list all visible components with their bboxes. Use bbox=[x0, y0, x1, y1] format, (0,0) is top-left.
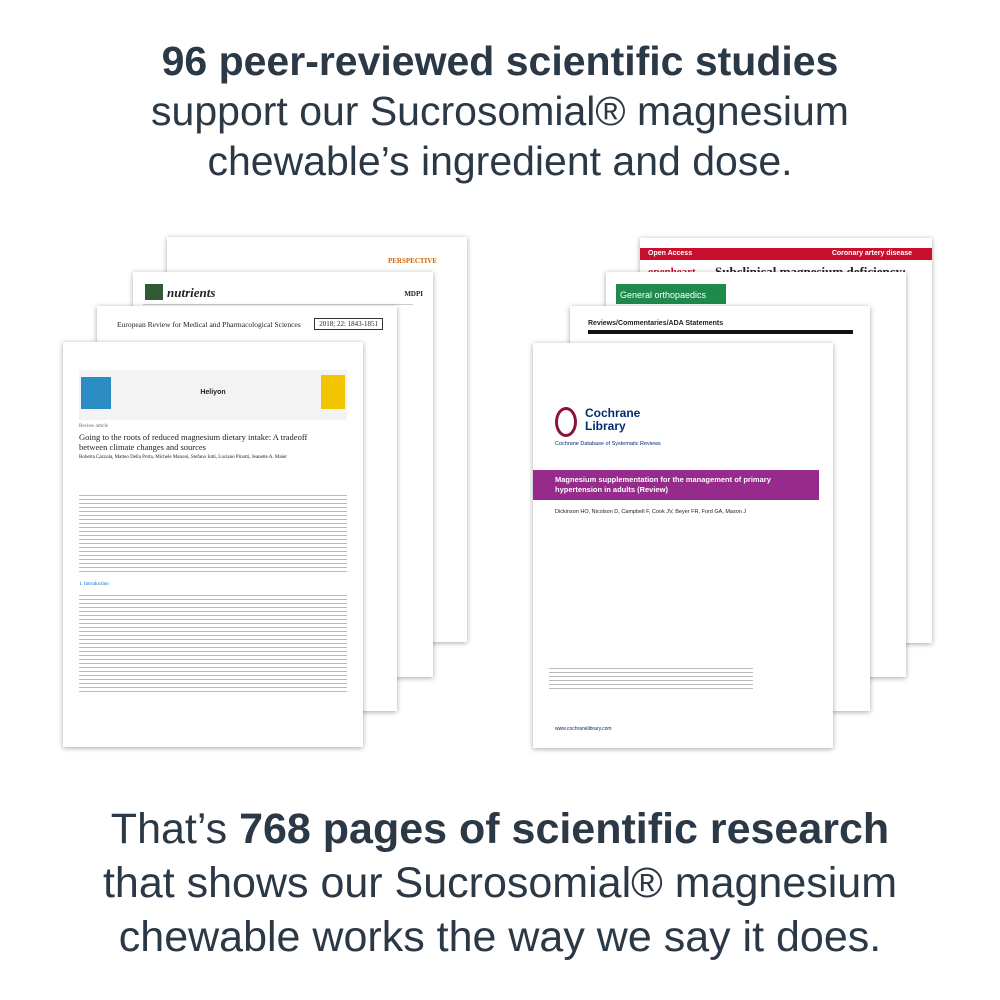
paper-label: PERSPECTIVE bbox=[387, 257, 437, 265]
footer-line: chewable works the way we say it does. bbox=[118, 913, 882, 961]
headline-title: 96 peer-reviewed scientific studies bbox=[161, 38, 839, 84]
paper-journal: European Review for Medical and Pharmaco… bbox=[117, 320, 301, 329]
footer: That’s 768 pages of scientific research … bbox=[0, 802, 1000, 964]
paper: Cochrane Library Cochrane Database of Sy… bbox=[533, 343, 833, 748]
paper-title: Magnesium supplementation for the manage… bbox=[555, 475, 771, 494]
paper-type: Review article bbox=[79, 424, 109, 429]
headline-line: chewable’s ingredient and dose. bbox=[207, 138, 793, 184]
paper-authors: Dickinson HO, Nicolson D, Campbell F, Co… bbox=[555, 509, 747, 515]
paper-section: 1. Introduction bbox=[79, 582, 109, 587]
paper-journal: Heliyon bbox=[200, 389, 226, 396]
paper-issue: 2018; 22: 1843-1851 bbox=[314, 318, 383, 330]
footer-line: that shows our Sucrosomial® magnesium bbox=[102, 859, 898, 907]
paper-publisher: MDPI bbox=[404, 290, 423, 298]
paper-label: General orthopaedics bbox=[620, 290, 707, 300]
headline: 96 peer-reviewed scientific studies supp… bbox=[0, 36, 1000, 186]
headline-line: support our Sucrosomial® magnesium bbox=[151, 88, 849, 134]
paper-topic: Coronary artery disease bbox=[831, 250, 912, 257]
paper-authors: Roberta Cazzola, Matteo Della Porta, Mic… bbox=[79, 455, 287, 460]
paper-title: Going to the roots of reduced magnesium … bbox=[79, 432, 308, 452]
paper-access: Open Access bbox=[648, 250, 693, 257]
paper-label: Reviews/Commentaries/ADA Statements bbox=[588, 320, 724, 327]
footer-lead: That’s bbox=[110, 805, 228, 853]
paper-url: www.cochranelibrary.com bbox=[555, 726, 612, 732]
paper-brand: Cochrane Library bbox=[585, 406, 641, 433]
paper-db: Cochrane Database of Systematic Reviews bbox=[555, 441, 661, 447]
footer-highlight: 768 pages of scientific research bbox=[239, 805, 890, 853]
paper: Heliyon Review article Going to the root… bbox=[63, 342, 363, 747]
paper-journal: nutrients bbox=[167, 285, 216, 300]
